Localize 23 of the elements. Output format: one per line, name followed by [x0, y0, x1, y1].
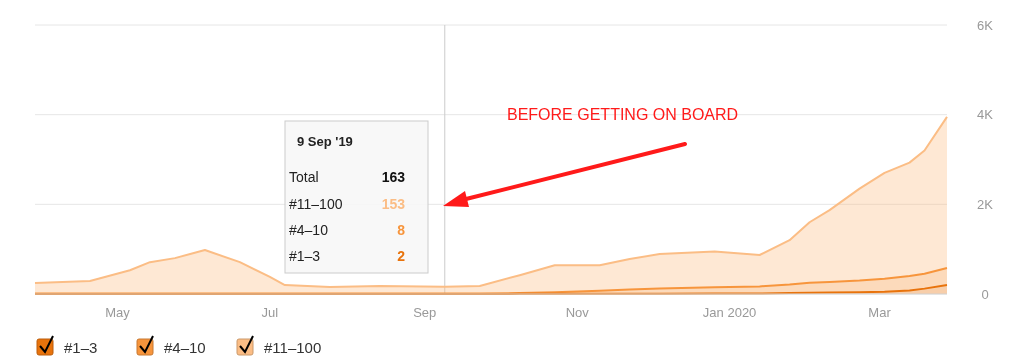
annotation: 2	[397, 248, 406, 264]
x-tick-label: Jan 2020	[702, 305, 757, 320]
annotation: Total	[289, 169, 319, 185]
text: #11–100	[289, 196, 343, 212]
legend-label: #4–10	[164, 339, 206, 356]
y-tick-label: 2K	[977, 196, 994, 212]
annotation: BEFORE GETTING ON BOARD	[507, 106, 739, 123]
x-tick-label: Mar	[868, 305, 892, 320]
legend-label: #1–3	[64, 339, 98, 356]
y-tick-label: 4K	[977, 107, 994, 123]
text: #4–10	[289, 222, 328, 238]
y-tick-label: 0	[981, 286, 989, 302]
text: #1–3	[289, 248, 321, 264]
annotation: 163	[381, 169, 406, 185]
legend-label: #11–100	[264, 339, 322, 356]
x-tick-label: Nov	[565, 305, 590, 320]
x-tick-label: May	[105, 305, 131, 320]
annotation: 153	[381, 196, 406, 212]
annotation: 9 Sep '19	[297, 134, 353, 149]
annotation: 8	[397, 222, 406, 238]
x-tick-label: Sep	[413, 305, 437, 320]
y-tick-label: 6K	[977, 17, 994, 33]
x-tick-label: Jul	[261, 305, 279, 320]
